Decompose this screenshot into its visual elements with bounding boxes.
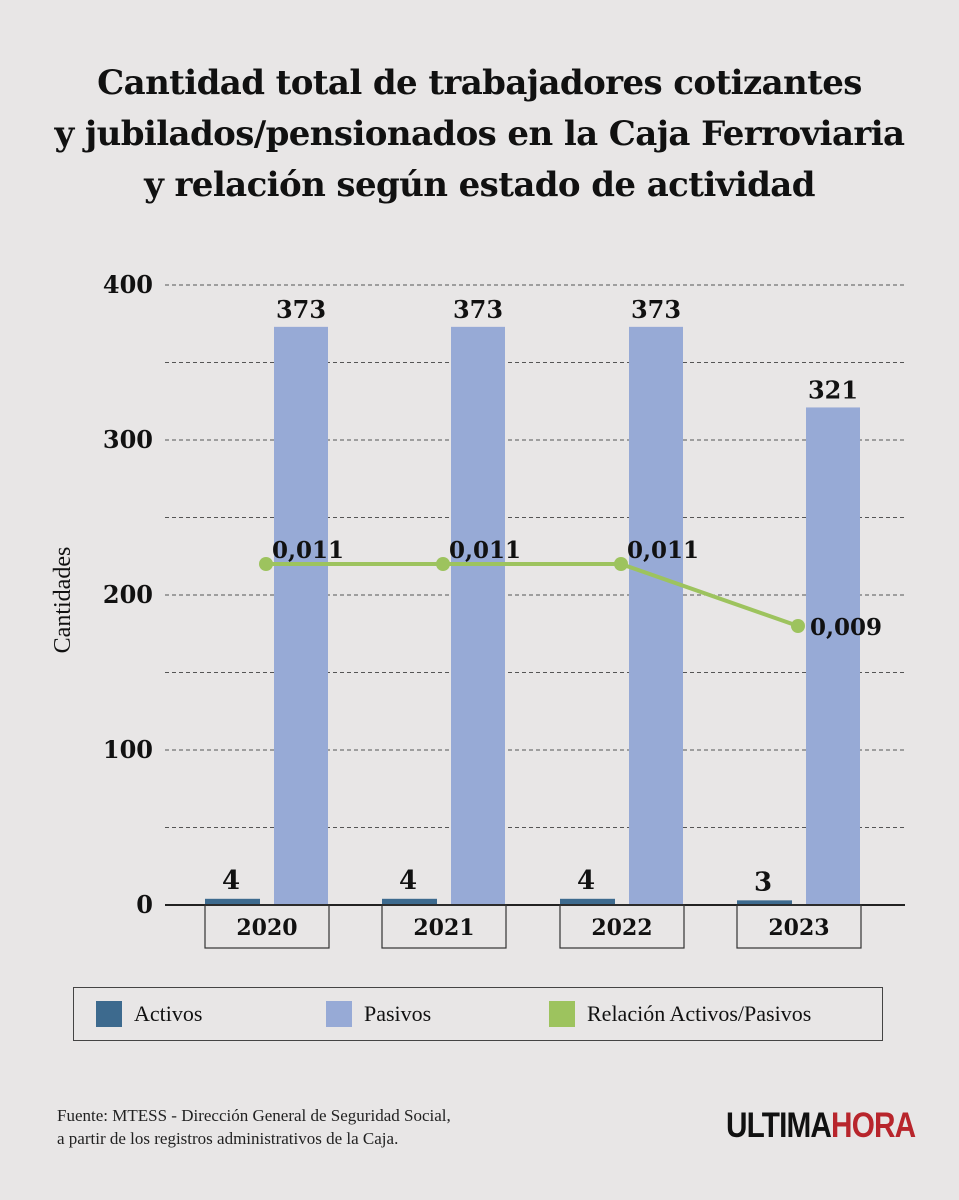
- source-line-2: a partir de los registros administrativo…: [57, 1129, 399, 1148]
- y-axis-label: Cantidades: [50, 547, 76, 654]
- logo-part-2: HORA: [831, 1106, 916, 1145]
- data-label-relacion: 0,009: [810, 614, 882, 641]
- x-tick-label: 2022: [591, 915, 652, 941]
- bar-pasivos: [451, 326, 505, 906]
- data-label-pasivos: 373: [631, 295, 681, 324]
- bar-pasivos: [274, 326, 328, 906]
- legend-swatch-relacion: [549, 1001, 575, 1027]
- data-label-relacion: 0,011: [627, 537, 699, 564]
- data-label-pasivos: 373: [276, 295, 326, 324]
- legend-label-activos: Activos: [134, 1001, 203, 1026]
- data-label-relacion: 0,011: [272, 537, 344, 564]
- bar-activos: [737, 900, 792, 905]
- y-tick-label: 0: [136, 890, 153, 919]
- bar-pasivos: [806, 407, 860, 905]
- legend-item-activos: Activos: [96, 1001, 202, 1027]
- y-tick-label: 100: [103, 735, 153, 764]
- legend-swatch-pasivos: [326, 1001, 352, 1027]
- legend-label-relacion: Relación Activos/Pasivos: [587, 1001, 812, 1026]
- data-label-activos: 4: [222, 866, 240, 896]
- title-line-2: y jubilados/pensionados en la Caja Ferro…: [54, 114, 906, 154]
- logo-part-1: ULTIMA: [726, 1106, 832, 1145]
- bar-activos: [382, 898, 437, 905]
- title-line-3: y relación según estado de actividad: [144, 165, 815, 205]
- point-relacion: [259, 557, 273, 571]
- source-note: Fuente: MTESS - Dirección General de Seg…: [57, 1104, 451, 1150]
- y-tick-label: 200: [103, 580, 153, 609]
- point-relacion: [436, 557, 450, 571]
- legend-swatch-activos: [96, 1001, 122, 1027]
- bar-activos: [560, 898, 615, 905]
- bar-activos: [205, 898, 260, 905]
- y-tick-label: 300: [103, 425, 153, 454]
- data-label-pasivos: 321: [808, 375, 858, 404]
- y-tick-label: 400: [103, 270, 153, 299]
- data-label-relacion: 0,011: [449, 537, 521, 564]
- line-relacion: [266, 562, 799, 628]
- legend: Activos Pasivos Relación Activos/Pasivos: [73, 987, 883, 1041]
- x-tick-box: [736, 904, 862, 949]
- x-tick-label: 2020: [236, 915, 297, 941]
- point-relacion: [614, 557, 628, 571]
- x-tick-box: [204, 904, 330, 949]
- data-label-activos: 4: [399, 866, 417, 896]
- data-label-activos: 4: [577, 866, 595, 896]
- x-tick-label: 2021: [413, 915, 474, 941]
- legend-item-pasivos: Pasivos: [326, 1001, 431, 1027]
- title-line-1: Cantidad total de trabajadores cotizante…: [97, 63, 862, 103]
- data-label-activos: 3: [754, 867, 772, 897]
- source-line-1: Fuente: MTESS - Dirección General de Seg…: [57, 1106, 451, 1125]
- x-tick-box: [559, 904, 685, 949]
- ultimahora-logo: ULTIMAHORA: [726, 1106, 916, 1146]
- x-tick-box: [381, 904, 507, 949]
- point-relacion: [791, 619, 805, 633]
- chart-title: Cantidad total de trabajadores cotizante…: [0, 58, 959, 211]
- chart-plot: 0 100 200 300 400 Cantidades 4 4 4 3 373 373 373 321 2…: [50, 270, 905, 949]
- legend-item-relacion: Relación Activos/Pasivos: [549, 1001, 811, 1027]
- legend-label-pasivos: Pasivos: [364, 1001, 432, 1026]
- bar-pasivos: [629, 326, 683, 906]
- x-tick-label: 2023: [768, 915, 829, 941]
- data-label-pasivos: 373: [453, 295, 503, 324]
